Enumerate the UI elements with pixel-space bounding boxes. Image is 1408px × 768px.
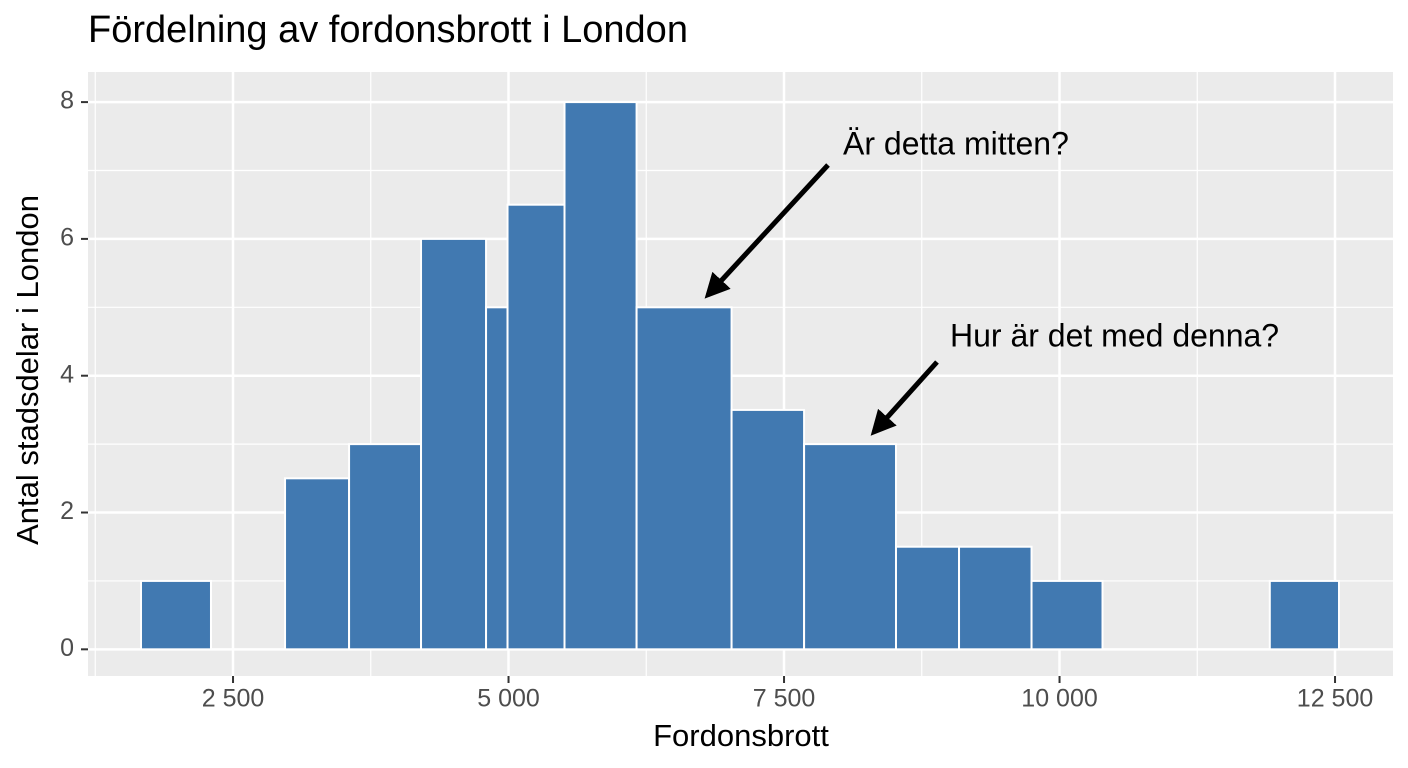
bar (140, 579, 212, 651)
y-tick-label: 8 (60, 87, 74, 115)
bar (284, 477, 351, 651)
bar (635, 306, 733, 651)
x-tick-label: 2 500 (202, 685, 265, 713)
x-tick-label: 10 000 (1021, 685, 1097, 713)
bar (894, 545, 961, 651)
chart-title: Fördelning av fordonsbrott i London (88, 9, 688, 51)
bar (348, 443, 423, 651)
bar (1030, 579, 1104, 651)
x-tick-label: 12 500 (1297, 685, 1373, 713)
annotation: Hur är det med denna? (950, 317, 1279, 353)
bar (563, 101, 638, 651)
bar (1268, 579, 1341, 651)
x-tick-label: 7 500 (753, 685, 816, 713)
bar (958, 545, 1033, 651)
bar (506, 203, 566, 651)
y-tick-label: 0 (60, 634, 74, 662)
x-axis-title: Fordonsbrott (653, 718, 829, 753)
annotation: Är detta mitten? (843, 125, 1069, 161)
annotation-arrow (870, 360, 939, 436)
bar (803, 443, 897, 651)
bar (485, 306, 509, 651)
x-tick-label: 5 000 (477, 685, 540, 713)
y-tick-label: 6 (60, 224, 74, 252)
y-tick-label: 4 (60, 360, 74, 388)
annotation-arrow (704, 163, 830, 299)
bar (420, 237, 488, 651)
bar (730, 408, 806, 651)
y-axis-title: Antal stadsdelar i London (10, 195, 45, 545)
y-tick-label: 2 (60, 497, 74, 525)
